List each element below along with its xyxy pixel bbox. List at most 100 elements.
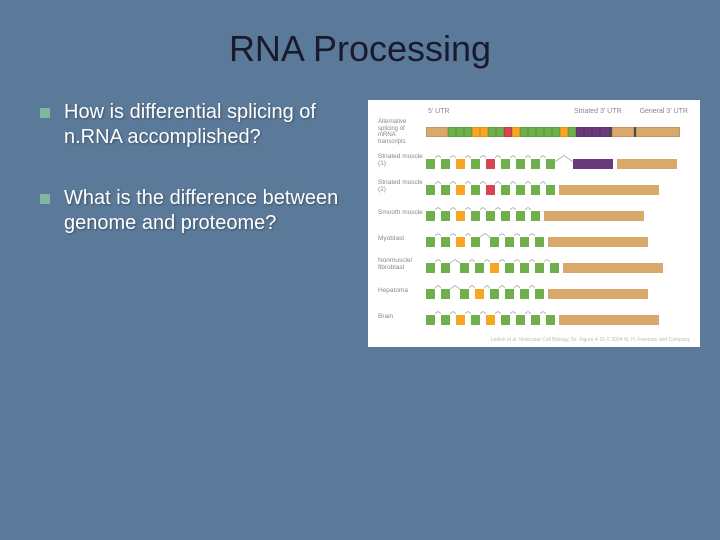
exon <box>456 159 465 169</box>
exon <box>441 315 450 325</box>
utr-tail <box>544 211 644 221</box>
header-segment <box>600 127 610 137</box>
row-label: Striated muscle (1) <box>378 153 426 167</box>
exon <box>535 237 544 247</box>
splice-row: Myoblast <box>378 229 690 247</box>
exon <box>535 263 544 273</box>
utr-tail <box>548 289 648 299</box>
exon <box>441 211 450 221</box>
header-segment <box>544 127 552 137</box>
header-segment <box>448 127 456 137</box>
header-track <box>426 126 690 138</box>
exon <box>531 159 540 169</box>
exon <box>501 211 510 221</box>
exon <box>505 263 514 273</box>
exon <box>426 289 435 299</box>
exon <box>486 211 495 221</box>
exon <box>456 237 465 247</box>
splice-track <box>426 151 690 169</box>
exon <box>471 185 480 195</box>
exon <box>471 237 480 247</box>
exon <box>516 315 525 325</box>
exon <box>426 185 435 195</box>
exon <box>426 159 435 169</box>
splice-track <box>426 307 690 325</box>
header-segment <box>636 127 680 137</box>
header-segment <box>528 127 536 137</box>
header-transcript-row: Alternative splicing of mRNA transcripts <box>378 119 690 145</box>
header-segment <box>496 127 504 137</box>
row-label: Nonmuscle/ fibroblast <box>378 257 426 271</box>
exon <box>426 211 435 221</box>
header-segment <box>560 127 568 137</box>
splice-track <box>426 203 690 221</box>
exon <box>550 263 559 273</box>
exon <box>531 185 540 195</box>
exon <box>426 237 435 247</box>
exon <box>456 185 465 195</box>
exon <box>490 289 499 299</box>
header-segment <box>456 127 464 137</box>
exon <box>490 263 499 273</box>
utr-tail <box>559 185 659 195</box>
exon <box>505 289 514 299</box>
splice-track <box>426 255 690 273</box>
exon <box>486 159 495 169</box>
exon <box>520 237 529 247</box>
splice-row: Brain <box>378 307 690 325</box>
header-row-label: Alternative splicing of mRNA transcripts <box>378 119 426 145</box>
row-label: Smooth muscle <box>378 209 426 216</box>
header-segment <box>472 127 480 137</box>
header-segment <box>426 127 448 137</box>
label-general-3utr: General 3' UTR <box>640 108 688 115</box>
splice-rows: Striated muscle (1) Striated muscle (2) Sm… <box>378 151 690 325</box>
diagram-credit: Lodish et al. Molecular Cell Biology, 5e… <box>491 338 690 344</box>
bullet-item: How is differential splicing of n.RNA ac… <box>40 100 360 150</box>
exon <box>471 211 480 221</box>
exon <box>471 159 480 169</box>
bullet-text: What is the difference between genome an… <box>64 186 360 236</box>
exon <box>490 237 499 247</box>
exon <box>456 315 465 325</box>
row-label: Myoblast <box>378 235 426 242</box>
splice-row: Nonmuscle/ fibroblast <box>378 255 690 273</box>
exon <box>426 315 435 325</box>
exon <box>441 237 450 247</box>
exon <box>486 185 495 195</box>
splice-row: Smooth muscle <box>378 203 690 221</box>
bullet-item: What is the difference between genome an… <box>40 186 360 236</box>
exon <box>520 263 529 273</box>
utr-tail <box>617 159 677 169</box>
row-label: Striated muscle (2) <box>378 179 426 193</box>
exon <box>516 159 525 169</box>
intron-connector <box>450 263 460 273</box>
exon <box>441 159 450 169</box>
row-label: Brain <box>378 313 426 320</box>
bullet-text: How is differential splicing of n.RNA ac… <box>64 100 360 150</box>
header-segment <box>552 127 560 137</box>
splice-track <box>426 177 690 195</box>
header-segment <box>488 127 496 137</box>
exon <box>441 263 450 273</box>
header-segment <box>592 127 600 137</box>
exon <box>531 315 540 325</box>
exon <box>460 289 469 299</box>
exon <box>501 315 510 325</box>
header-segment <box>520 127 528 137</box>
splice-track <box>426 281 690 299</box>
label-5prime-utr: 5' UTR <box>428 108 450 115</box>
exon <box>546 159 555 169</box>
exon <box>456 211 465 221</box>
header-segment <box>504 127 512 137</box>
utr-tail <box>559 315 659 325</box>
splice-track <box>426 229 690 247</box>
bullet-list: How is differential splicing of n.RNA ac… <box>40 100 360 347</box>
splice-row: Hepatoma <box>378 281 690 299</box>
exon <box>531 211 540 221</box>
exon <box>460 263 469 273</box>
intron-connector <box>480 237 490 247</box>
exon <box>486 315 495 325</box>
header-segment <box>464 127 472 137</box>
header-segment <box>512 127 520 137</box>
utr-tail <box>548 237 648 247</box>
